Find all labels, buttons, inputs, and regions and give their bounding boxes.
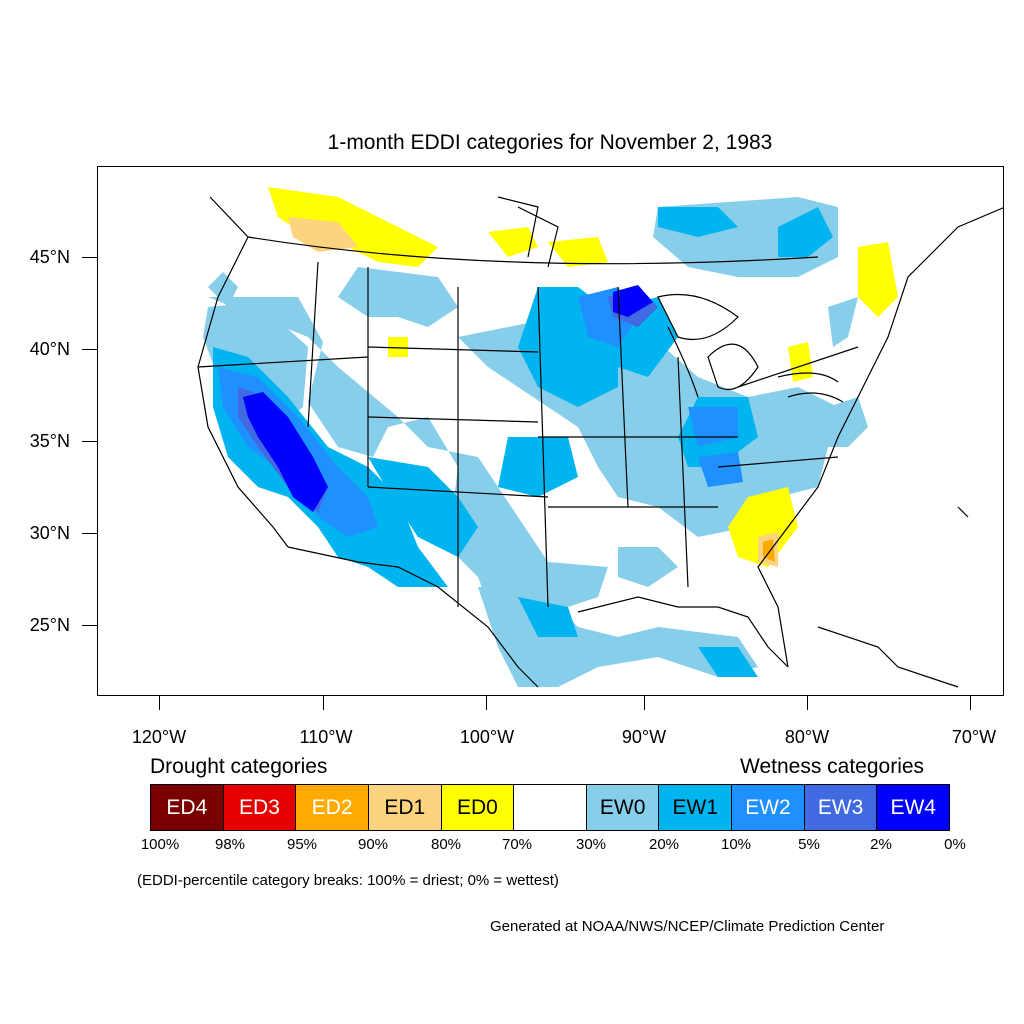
lon-tick [323,696,324,710]
percentile-label: 98% [214,836,246,853]
eddi-map [197,187,1003,688]
legend-ew4: EW4 [877,785,950,830]
percentile-note: (EDDI-percentile category breaks: 100% =… [137,872,559,889]
lat-tick [82,441,97,442]
lon-label-80: 80°W [784,727,830,747]
legend-ew3: EW3 [804,785,878,830]
lon-label-100: 100°W [459,727,515,747]
percentile-label: 20% [648,836,680,853]
lon-label-90: 90°W [621,727,667,747]
legend-ew0: EW0 [586,785,660,830]
drought-categories-title: Drought categories [150,755,328,778]
percentile-label: 95% [286,836,318,853]
percentile-label: 10% [720,836,752,853]
percentile-label: 90% [357,836,389,853]
percentile-label: 80% [430,836,462,853]
lat-label-40: 40°N [29,339,70,359]
lat-tick [82,349,97,350]
lon-tick [807,696,808,710]
credit-line: Generated at NOAA/NWS/NCEP/Climate Predi… [490,918,885,935]
percentile-label: 2% [870,836,892,853]
lat-label-30: 30°N [29,523,70,543]
percentile-label: 100% [140,836,180,853]
legend-ew2: EW2 [732,785,805,830]
lat-label-25: 25°N [29,615,70,635]
lat-tick [82,533,97,534]
lon-label-70: 70°W [951,727,997,747]
category-legend: ED4 ED3 ED2 ED1 ED0 EW0 EW1 EW2 EW3 EW4 [150,784,950,831]
legend-ed1: ED1 [368,785,442,830]
map-panel [97,166,1004,696]
boundaries [197,196,1003,688]
legend-ew1: EW1 [659,785,733,830]
legend-ed4: ED4 [151,785,224,830]
lon-label-120: 120°W [131,727,187,747]
lon-tick [159,696,160,710]
lon-tick [644,696,645,710]
lat-tick [82,625,97,626]
percentile-label: 30% [575,836,607,853]
lat-label-35: 35°N [29,431,70,451]
legend-ed2: ED2 [296,785,369,830]
wetness-categories-title: Wetness categories [740,755,925,778]
legend-normal [514,785,587,830]
legend-ed3: ED3 [223,785,297,830]
percentile-label: 5% [798,836,820,853]
map-title: 1-month EDDI categories for November 2, … [327,131,773,154]
ew4-regions [243,285,653,512]
lat-tick [82,257,97,258]
lat-label-45: 45°N [29,247,70,267]
percentile-label: 0% [944,836,966,853]
lon-tick [486,696,487,710]
lon-label-110: 110°W [299,727,353,747]
percentile-label: 70% [501,836,533,853]
lon-tick [970,696,971,710]
legend-ed0: ED0 [441,785,515,830]
ed0-regions [268,187,898,567]
